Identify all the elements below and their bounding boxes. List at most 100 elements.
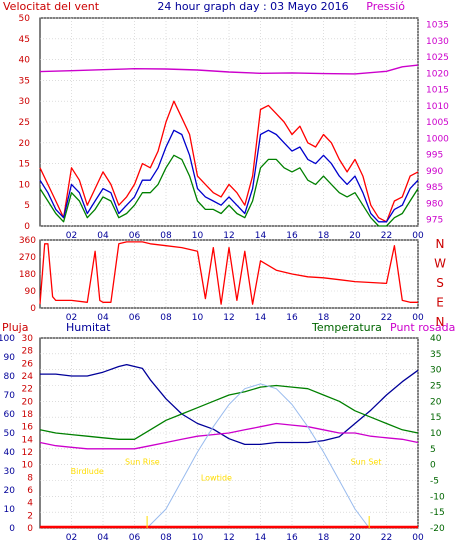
pressure-y-tick-1030: 1030 [426, 37, 449, 47]
rain-y-tick-0: 0 [27, 524, 33, 534]
humidity-y-tick-100: 100 [0, 334, 15, 344]
wind-y-tick-40: 40 [19, 56, 31, 66]
compass-letter-0-N: N [436, 237, 445, 251]
wind-x-tick-14: 14 [255, 231, 267, 241]
wind-x-tick-04: 04 [97, 231, 109, 241]
temp-y-tick--15: -15 [430, 508, 445, 518]
wind-y-tick-0: 0 [24, 222, 30, 232]
rain-y-tick-26: 26 [22, 359, 34, 369]
series-direction [39, 241, 418, 305]
humidity-y-tick-50: 50 [4, 429, 16, 439]
rain-y-tick-22: 22 [22, 385, 33, 395]
rain-y-tick-6: 6 [27, 486, 33, 496]
wind-x-tick-22: 22 [381, 231, 392, 241]
climate-x-tick-18: 18 [318, 533, 330, 543]
direction-x-tick-06: 06 [129, 313, 141, 323]
humidity-y-tick-70: 70 [4, 391, 16, 401]
direction-x-tick-22: 22 [381, 313, 392, 323]
wind-speed-label: Velocitat del vent [3, 0, 100, 13]
series-dewpoint [39, 422, 419, 450]
rain-y-tick-4: 4 [27, 499, 33, 509]
humidity-y-tick-0: 0 [9, 524, 15, 534]
series-gust [39, 100, 419, 223]
pressure-label: Pressió [366, 0, 405, 13]
direction-x-tick-20: 20 [349, 313, 361, 323]
temp-y-tick-15: 15 [430, 413, 441, 423]
dewpoint-label: Punt rosada [390, 321, 455, 334]
pressure-y-tick-980: 980 [426, 199, 443, 209]
direction-y-tick-360: 360 [19, 236, 36, 246]
series-wind [39, 154, 419, 227]
wind-x-tick-06: 06 [129, 231, 141, 241]
astro-label-3: Sun Set [351, 458, 382, 467]
rain-label: Pluja [2, 321, 28, 334]
humidity-y-tick-30: 30 [4, 467, 16, 477]
pressure-y-tick-1015: 1015 [426, 86, 449, 96]
series-solar [146, 383, 370, 529]
direction-x-tick-16: 16 [286, 313, 298, 323]
temp-y-tick-20: 20 [430, 397, 442, 407]
wind-x-tick-08: 08 [160, 231, 172, 241]
temperature-label: Temperatura [311, 321, 382, 334]
direction-y-tick-90: 90 [25, 287, 37, 297]
humidity-y-tick-10: 10 [4, 505, 16, 515]
rain-y-tick-8: 8 [27, 473, 33, 483]
pressure-y-tick-985: 985 [426, 183, 443, 193]
temp-y-tick-25: 25 [430, 382, 441, 392]
climate-x-tick-12: 12 [223, 533, 234, 543]
pressure-y-tick-1035: 1035 [426, 21, 449, 31]
temp-y-tick-0: 0 [430, 461, 436, 471]
panels-layer: 0510152025303540455097598098599099510001… [0, 14, 449, 543]
wind-x-tick-02: 02 [66, 231, 77, 241]
humidity-label: Humitat [66, 321, 111, 334]
temp-y-tick--5: -5 [430, 477, 439, 487]
wind-x-tick-18: 18 [318, 231, 330, 241]
pressure-y-tick-1010: 1010 [426, 102, 449, 112]
rain-y-tick-10: 10 [22, 461, 34, 471]
direction-y-tick-270: 270 [19, 253, 36, 263]
chart-title: 24 hour graph day : 03 Mayo 2016 [157, 0, 348, 13]
astro-label-1: Sun Rise [125, 458, 160, 467]
direction-x-tick-12: 12 [223, 313, 234, 323]
wind-x-tick-00: 00 [412, 231, 424, 241]
rain-y-tick-12: 12 [22, 448, 33, 458]
pressure-y-tick-1020: 1020 [426, 69, 449, 79]
climate-x-tick-08: 08 [160, 533, 172, 543]
humidity-y-tick-40: 40 [4, 448, 16, 458]
pressure-y-tick-1005: 1005 [426, 118, 449, 128]
series-humidity [40, 363, 419, 446]
compass-letter-2-S: S [436, 276, 444, 290]
direction-y-tick-0: 0 [30, 304, 36, 314]
direction-x-tick-02: 02 [66, 313, 77, 323]
climate-x-tick-22: 22 [381, 533, 392, 543]
direction-x-tick-00: 00 [412, 313, 424, 323]
compass-letter-1-W: W [434, 257, 446, 271]
direction-y-tick-180: 180 [19, 270, 36, 280]
rain-y-tick-2: 2 [27, 511, 33, 521]
rain-y-tick-20: 20 [22, 397, 34, 407]
pressure-y-tick-1000: 1000 [426, 134, 449, 144]
climate-x-tick-20: 20 [349, 533, 361, 543]
climate-x-tick-02: 02 [66, 533, 77, 543]
wind-x-tick-16: 16 [286, 231, 298, 241]
wind-y-tick-30: 30 [19, 97, 31, 107]
direction-x-tick-18: 18 [318, 313, 330, 323]
wind-x-tick-10: 10 [192, 231, 204, 241]
temp-y-tick-35: 35 [430, 350, 441, 360]
temp-y-tick--20: -20 [430, 524, 445, 534]
climate-x-tick-14: 14 [255, 533, 267, 543]
pressure-y-tick-990: 990 [426, 167, 443, 177]
series-avg [39, 129, 419, 223]
rain-y-tick-28: 28 [22, 347, 34, 357]
temp-y-tick-40: 40 [430, 334, 442, 344]
direction-x-tick-04: 04 [97, 313, 109, 323]
direction-x-tick-10: 10 [192, 313, 204, 323]
wind-y-tick-45: 45 [19, 35, 30, 45]
series-temperature [39, 384, 419, 440]
wind-x-tick-12: 12 [223, 231, 234, 241]
wind-y-tick-50: 50 [19, 14, 31, 24]
humidity-y-tick-90: 90 [4, 353, 16, 363]
rain-y-tick-18: 18 [22, 410, 34, 420]
